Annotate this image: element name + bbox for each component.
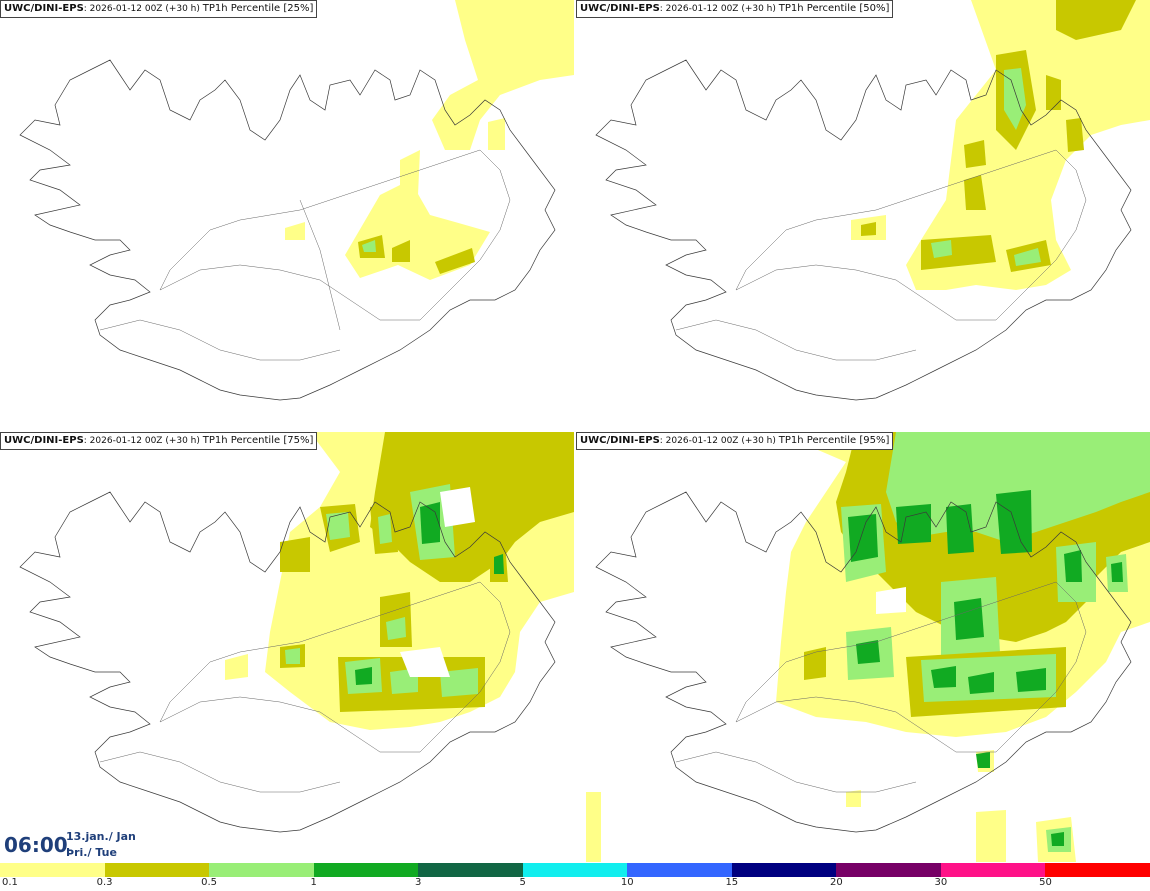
legend-color-swatch (731, 863, 837, 877)
legend-color-swatch (104, 863, 210, 877)
legend-color-swatch (0, 863, 105, 877)
map-panel-p50: UWC/DINI-EPS: 2026-01-12 00Z (+30 h) TP1… (576, 0, 1150, 430)
legend-tick-label: 0.1 (2, 877, 18, 888)
panel-title: UWC/DINI-EPS: 2026-01-12 00Z (+30 h) TP1… (0, 0, 318, 18)
valid-time-box: 06:00 13.jan./ Jan Þri./ Tue (0, 827, 140, 863)
legend-tick-label: 1 (310, 877, 317, 888)
panel-title: UWC/DINI-EPS: 2026-01-12 00Z (+30 h) TP1… (576, 432, 894, 450)
valid-date: 13.jan./ Jan (66, 830, 136, 843)
precip-map (19, 432, 574, 833)
valid-time: 06:00 (4, 833, 68, 857)
legend-color-swatch (836, 863, 941, 877)
legend-color-swatch (418, 863, 523, 877)
legend-color-swatch (1045, 863, 1150, 877)
legend-tick-label: 10 (620, 877, 634, 888)
legend-tick-label: 50 (1039, 877, 1052, 888)
legend-tick-label: 0.5 (201, 877, 218, 888)
precip-legend-ticks: 0.1 0.3 0.5 1 3 5 10 15 20 30 50 (0, 876, 1150, 891)
panel-title: UWC/DINI-EPS: 2026-01-12 00Z (+30 h) TP1… (0, 432, 318, 450)
map-panel-p95: UWC/DINI-EPS: 2026-01-12 00Z (+30 h) TP1… (576, 432, 1150, 862)
panel-title: UWC/DINI-EPS: 2026-01-12 00Z (+30 h) TP1… (576, 0, 894, 18)
map-panel-p75: UWC/DINI-EPS: 2026-01-12 00Z (+30 h) TP1… (0, 432, 574, 862)
legend-tick-label: 5 (519, 877, 526, 888)
legend-color-swatch (209, 863, 314, 877)
legend-tick-label: 30 (934, 877, 948, 888)
legend-tick-label: 15 (725, 877, 739, 888)
legend-color-swatch (313, 863, 419, 877)
legend-tick-label: 3 (414, 877, 422, 888)
legend-tick-label: 0.3 (96, 877, 113, 888)
legend-color-swatch (940, 863, 1046, 877)
precip-map (595, 0, 1150, 401)
legend-color-swatch (522, 863, 628, 877)
precip-legend-colorbar (0, 863, 1150, 877)
precip-map (586, 432, 1150, 862)
legend-tick-label: 20 (829, 877, 843, 888)
valid-weekday: Þri./ Tue (66, 846, 117, 859)
map-panel-p25: UWC/DINI-EPS: 2026-01-12 00Z (+30 h) TP1… (0, 0, 574, 430)
precip-map (19, 0, 574, 401)
legend-color-swatch (627, 863, 732, 877)
